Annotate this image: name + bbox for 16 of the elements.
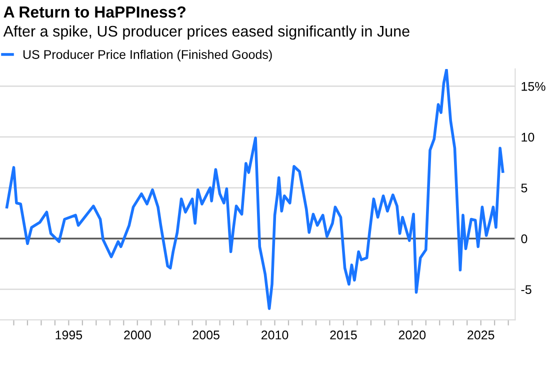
x-tick-label: 2010 [261,330,288,340]
y-tick-label: -5 [521,285,532,294]
y-tick-label: 15% [522,82,546,91]
x-tick-label: 1995 [56,330,82,340]
x-tick-label: 2000 [124,330,151,340]
x-tick-label: 2005 [192,330,220,340]
y-tick-label: 0 [521,234,528,244]
x-tick-label: 2025 [468,330,494,340]
line-series [5,68,504,310]
legend-label: US Producer Price Inflation (Finished Goods) [23,50,272,62]
y-tick-label: 10 [522,132,534,142]
x-tick-label: 2015 [330,330,357,340]
y-tick-label: 5 [521,184,528,192]
chart-title: A Return to HaPPIness? [4,6,186,18]
x-tick-label: 2020 [398,330,426,340]
chart-subtitle: After a spike, US producer prices eased significantly in June [3,25,410,40]
